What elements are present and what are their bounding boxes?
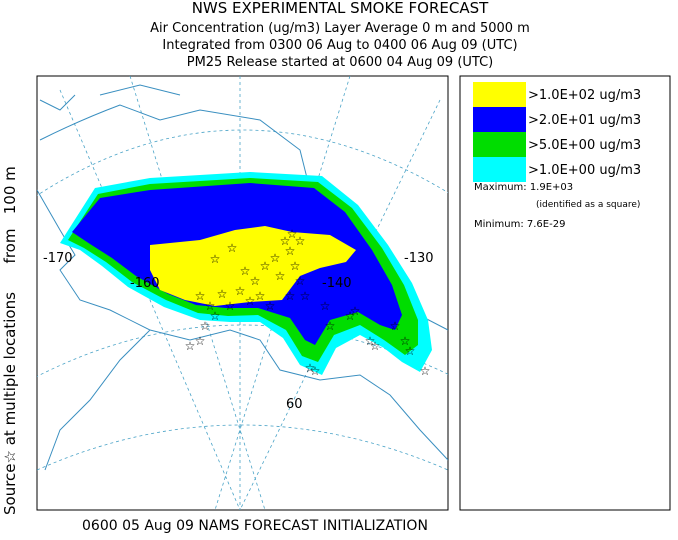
source-marker: ☆ [227,241,238,255]
source-marker: ☆ [370,339,381,353]
source-marker: ☆ [210,309,221,323]
source-marker: ☆ [260,259,271,273]
source-marker: ☆ [310,364,321,378]
source-marker: ☆ [235,284,246,298]
subtitle: PM25 Release started at 0600 04 Aug 09 (… [187,55,494,70]
source-marker: ☆ [255,289,266,303]
source-marker: ☆ [285,244,296,258]
source-marker: ☆ [200,319,211,333]
maximum: Maximum: 1.9E+03 [474,182,573,193]
legend: >1.0E+02 ug/m3 >2.0E+01 ug/m3 >5.0E+00 ug/… [473,82,641,182]
source-marker: ☆ [290,259,301,273]
graticule-label: 60 [286,397,303,412]
maximum-note: (identified as a square) [536,200,640,210]
contour-4 [150,226,356,306]
graticule-label: -160 [130,276,160,291]
source-marker: ☆ [350,304,361,318]
source-marker: ☆ [195,289,206,303]
source-marker: ☆ [270,251,281,265]
source-marker: ☆ [205,299,216,313]
source-marker: ☆ [287,227,298,241]
coastline [37,84,448,471]
source-marker: ☆ [240,264,251,278]
source-marker: ☆ [320,299,331,313]
map: ☆☆☆☆☆ ☆☆☆☆☆☆☆☆☆☆☆☆☆☆☆☆ ☆☆☆☆☆☆☆☆☆☆☆☆☆☆ ☆☆☆☆ … [36,75,449,511]
legend-swatch [473,157,526,182]
source-marker: ☆ [400,334,411,348]
subtitle: Integrated from 0300 06 Aug to 0400 06 A… [162,38,517,53]
graticule-label: -170 [43,251,73,266]
source-marker: ☆ [420,364,431,378]
title: NWS EXPERIMENTAL SMOKE FORECAST [192,0,489,17]
source-marker: ☆ [280,234,291,248]
source-marker: ☆ [217,287,228,301]
graticule-label: -130 [404,251,434,266]
legend-label: >2.0E+01 ug/m3 [528,113,641,128]
source-marker: ☆ [325,319,336,333]
legend-label: >1.0E+00 ug/m3 [528,163,641,178]
source-markers: ☆☆☆☆☆ ☆☆☆☆☆☆☆☆☆☆☆☆☆☆☆☆ ☆☆☆☆☆☆☆☆☆☆☆☆☆☆ ☆☆☆☆ [185,227,431,378]
source-marker: ☆ [210,252,221,266]
subtitle: Air Concentration (ug/m3) Layer Average … [150,21,530,36]
source-marker: ☆ [345,309,356,323]
minimum: Minimum: 7.6E-29 [474,219,565,230]
source-marker: ☆ [225,299,236,313]
legend-swatch [473,107,526,132]
source-marker: ☆ [300,289,311,303]
source-marker: ☆ [185,339,196,353]
source-marker: ☆ [295,234,306,248]
source-marker: ☆ [275,269,286,283]
legend-label: >1.0E+02 ug/m3 [528,88,641,103]
source-marker: ☆ [405,344,416,358]
source-marker: ☆ [195,334,206,348]
source-marker: ☆ [295,274,306,288]
source-marker: ☆ [245,294,256,308]
source-marker: ☆ [365,334,376,348]
legend-label: >5.0E+00 ug/m3 [528,138,641,153]
legend-swatch [473,82,526,107]
legend-swatch [473,132,526,157]
source-marker: ☆ [390,319,401,333]
source-marker: ☆ [265,299,276,313]
source-marker: ☆ [250,274,261,288]
source-marker: ☆ [305,361,316,375]
footer: 0600 05 Aug 09 NAMS FORECAST INITIALIZAT… [82,518,428,534]
graticule-label: -140 [322,276,352,291]
source-marker: ☆ [285,289,296,303]
side-label: Source☆ at multiple locations from 100 m [1,166,19,515]
